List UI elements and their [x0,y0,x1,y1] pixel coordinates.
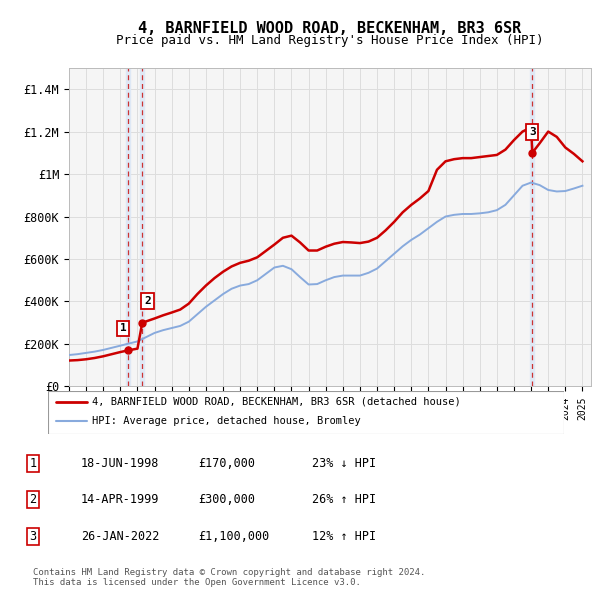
Text: HPI: Average price, detached house, Bromley: HPI: Average price, detached house, Brom… [92,417,361,427]
Bar [140,68,145,386]
Text: 3: 3 [529,127,536,137]
Text: 18-JUN-1998: 18-JUN-1998 [81,457,160,470]
Text: 4, BARNFIELD WOOD ROAD, BECKENHAM, BR3 6SR: 4, BARNFIELD WOOD ROAD, BECKENHAM, BR3 6… [139,21,521,35]
Text: 4, BARNFIELD WOOD ROAD, BECKENHAM, BR3 6SR (detached house): 4, BARNFIELD WOOD ROAD, BECKENHAM, BR3 6… [92,397,461,407]
Text: £300,000: £300,000 [198,493,255,506]
Text: 14-APR-1999: 14-APR-1999 [81,493,160,506]
Text: 1: 1 [29,457,37,470]
Text: 3: 3 [29,530,37,543]
Text: £1,100,000: £1,100,000 [198,530,269,543]
Text: 26% ↑ HPI: 26% ↑ HPI [312,493,376,506]
Bar [530,68,535,386]
Text: Contains HM Land Registry data © Crown copyright and database right 2024.
This d: Contains HM Land Registry data © Crown c… [33,568,425,587]
Text: 2: 2 [29,493,37,506]
Text: 2: 2 [144,296,151,306]
Text: 1: 1 [120,323,127,333]
Text: 23% ↓ HPI: 23% ↓ HPI [312,457,376,470]
Text: 26-JAN-2022: 26-JAN-2022 [81,530,160,543]
Text: Price paid vs. HM Land Registry's House Price Index (HPI): Price paid vs. HM Land Registry's House … [116,34,544,47]
Text: 12% ↑ HPI: 12% ↑ HPI [312,530,376,543]
Text: £170,000: £170,000 [198,457,255,470]
Bar [126,68,130,386]
